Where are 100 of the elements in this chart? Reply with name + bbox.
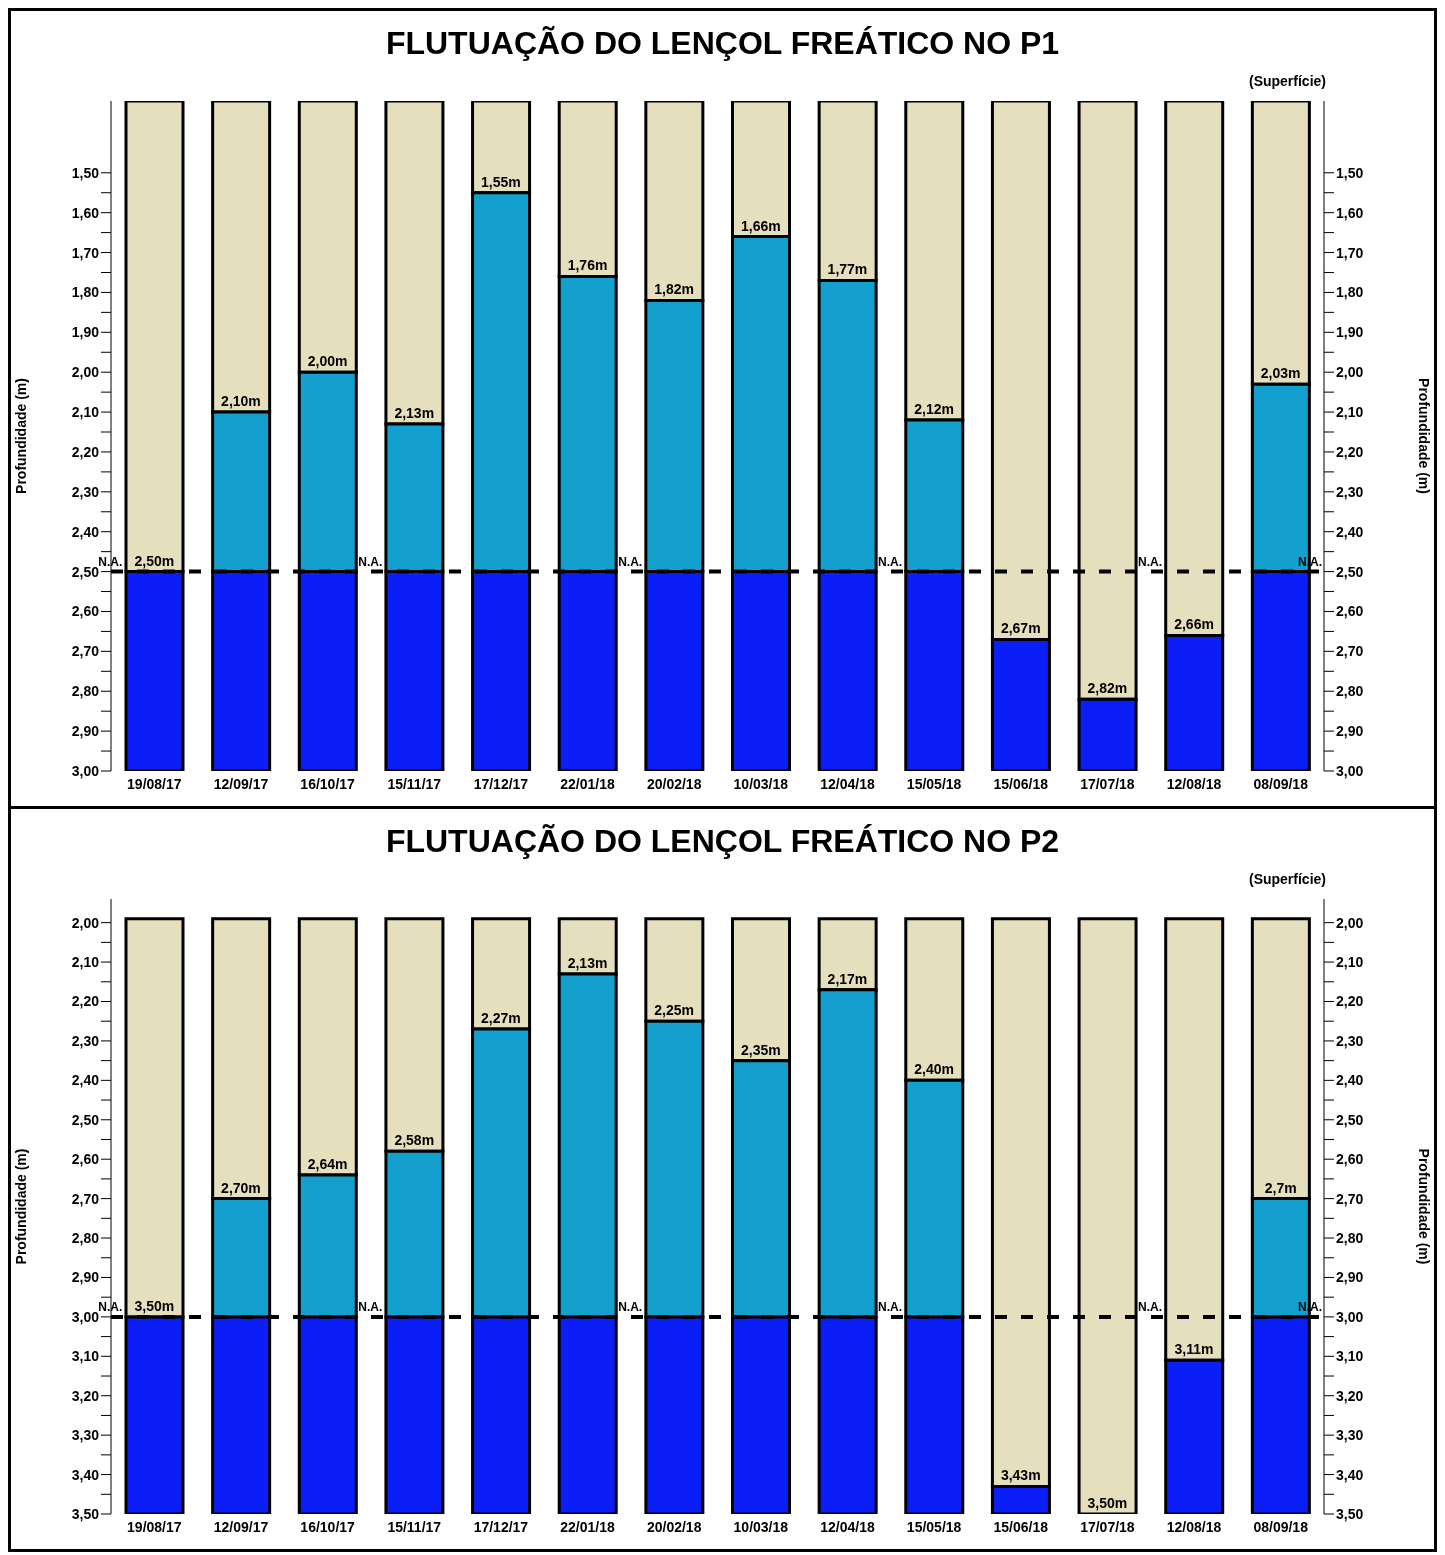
y-tick-label: 3,00	[71, 1308, 100, 1325]
annotation: N.A.	[1138, 554, 1163, 569]
y2-tick-label: 2,00	[1336, 914, 1364, 931]
annotation: N.A.	[878, 554, 903, 569]
x-tick-label: 19/08/17	[127, 775, 182, 792]
x-tick-label: 15/06/18	[993, 775, 1049, 792]
y-tick-label: 2,70	[71, 1190, 100, 1207]
y2-tick-label: 3,00	[1336, 762, 1364, 779]
y2-tick-label: 1,70	[1336, 244, 1364, 261]
x-tick-label: 20/02/18	[646, 1518, 702, 1535]
y2-tick-label: 2,40	[1336, 523, 1364, 540]
x-tick-label: 17/12/17	[473, 1518, 529, 1535]
y-tick-label: 3,40	[71, 1466, 100, 1483]
y2-tick-label: 2,20	[1336, 993, 1364, 1010]
annotation: N.A.	[878, 1299, 903, 1314]
annotation: N.A.	[358, 1299, 383, 1314]
y-tick-label: 2,40	[71, 523, 100, 540]
x-tick-label: 12/09/17	[213, 775, 269, 792]
y-tick-label: 1,90	[71, 324, 100, 341]
y-tick-label: 2,50	[71, 1111, 100, 1128]
data-label: 2,13m	[567, 954, 608, 971]
data-label: 2,27m	[481, 1010, 521, 1027]
annotation: N.A.	[1138, 1299, 1163, 1314]
data-label: 3,43m	[1000, 1467, 1041, 1484]
data-label: 1,66m	[740, 217, 781, 234]
y2-tick-label: 2,70	[1336, 643, 1364, 660]
x-tick-label: 15/11/17	[387, 775, 442, 792]
y-axis-title: Profundidade (m)	[12, 378, 29, 494]
x-tick-label: 12/04/18	[820, 1518, 875, 1535]
x-tick-label: 12/08/18	[1166, 775, 1222, 792]
ref-line-label: N.A.	[1298, 1299, 1322, 1314]
data-label: 2,64m	[307, 1155, 348, 1172]
y-tick-label: 2,00	[71, 914, 100, 931]
y2-tick-label: 3,30	[1336, 1427, 1364, 1444]
text: (Superfície)	[1248, 871, 1326, 887]
y2-tick-label: 2,40	[1336, 1072, 1364, 1089]
data-label: 2,7m	[1264, 1179, 1297, 1196]
data-label: 1,55m	[481, 173, 521, 190]
y-tick-label: 2,70	[71, 643, 100, 660]
x-tick-label: 17/07/18	[1080, 1518, 1135, 1535]
y2-tick-label: 3,20	[1336, 1387, 1364, 1404]
y-tick-label: 2,80	[71, 683, 100, 700]
data-label: 3,11m	[1174, 1341, 1214, 1358]
y-tick-label: 2,30	[71, 1032, 100, 1049]
data-label: 2,03m	[1260, 365, 1301, 382]
annotation: N.A.	[98, 1299, 123, 1314]
data-label: 1,77m	[827, 261, 868, 278]
annotation: N.A.	[358, 554, 383, 569]
y2-tick-label: 2,20	[1336, 443, 1364, 460]
data-label: 1,82m	[654, 281, 695, 298]
data-label: 2,12m	[914, 401, 954, 418]
x-tick-label: 17/07/18	[1080, 775, 1135, 792]
y2-tick-label: 2,30	[1336, 1032, 1364, 1049]
annotation: N.A.	[618, 554, 643, 569]
y2-tick-label: 3,00	[1336, 1308, 1364, 1325]
y2-tick-label: 1,50	[1336, 164, 1364, 181]
y2-tick-label: 1,60	[1336, 204, 1364, 221]
y2-tick-label: 3,50	[1336, 1505, 1364, 1522]
y-tick-label: 1,50	[71, 164, 100, 181]
y-tick-label: 1,80	[71, 284, 100, 301]
data-label: 2,25m	[654, 1002, 695, 1019]
data-label: 2,10m	[221, 393, 261, 410]
annotation: N.A.	[618, 1299, 643, 1314]
x-tick-label: 12/04/18	[820, 775, 875, 792]
x-tick-label: 15/05/18	[906, 1518, 962, 1535]
x-tick-label: 19/08/17	[127, 1518, 182, 1535]
x-tick-label: 12/09/17	[213, 1518, 269, 1535]
y2-tick-label: 2,10	[1336, 954, 1364, 971]
x-tick-label: 10/03/18	[733, 775, 789, 792]
y-tick-label: 2,60	[71, 1151, 100, 1168]
x-tick-label: 08/09/18	[1253, 775, 1309, 792]
y-tick-label: 2,50	[71, 563, 100, 580]
y-tick-label: 3,50	[71, 1505, 100, 1522]
chart-title: FLUTUAÇÃO DO LENÇOL FREÁTICO NO P1	[384, 24, 1061, 63]
y-tick-label: 3,00	[71, 762, 100, 779]
data-label: 3,50m	[1087, 1495, 1128, 1511]
data-label: 2,67m	[1000, 620, 1041, 637]
annotation: N.A.	[98, 554, 123, 569]
y2-tick-label: 1,90	[1336, 324, 1364, 341]
x-tick-label: 20/02/18	[646, 775, 702, 792]
y-tick-label: 2,30	[71, 483, 100, 500]
data-label: 2,66m	[1174, 616, 1214, 633]
x-tick-label: 10/03/18	[733, 1518, 789, 1535]
y2-tick-label: 1,80	[1336, 284, 1364, 301]
x-tick-label: 17/12/17	[473, 775, 529, 792]
y-tick-label: 2,40	[71, 1072, 100, 1089]
y-tick-label: 1,60	[71, 204, 100, 221]
y2-tick-label: 2,50	[1336, 563, 1364, 580]
data-label: 1,76m	[567, 257, 608, 274]
data-label: 2,35m	[740, 1041, 781, 1058]
y2-tick-label: 2,60	[1336, 603, 1364, 620]
data-label: 2,13m	[394, 405, 435, 422]
y-tick-label: 2,80	[71, 1230, 100, 1247]
data-label: 2,40m	[914, 1061, 954, 1078]
y2-tick-label: 2,70	[1336, 1190, 1364, 1207]
x-tick-label: 15/05/18	[906, 775, 962, 792]
data-label: 2,70m	[221, 1179, 261, 1196]
y2-tick-label: 2,60	[1336, 1151, 1364, 1168]
x-tick-label: 16/10/17	[300, 1518, 356, 1535]
y2-tick-label: 2,90	[1336, 1269, 1364, 1286]
